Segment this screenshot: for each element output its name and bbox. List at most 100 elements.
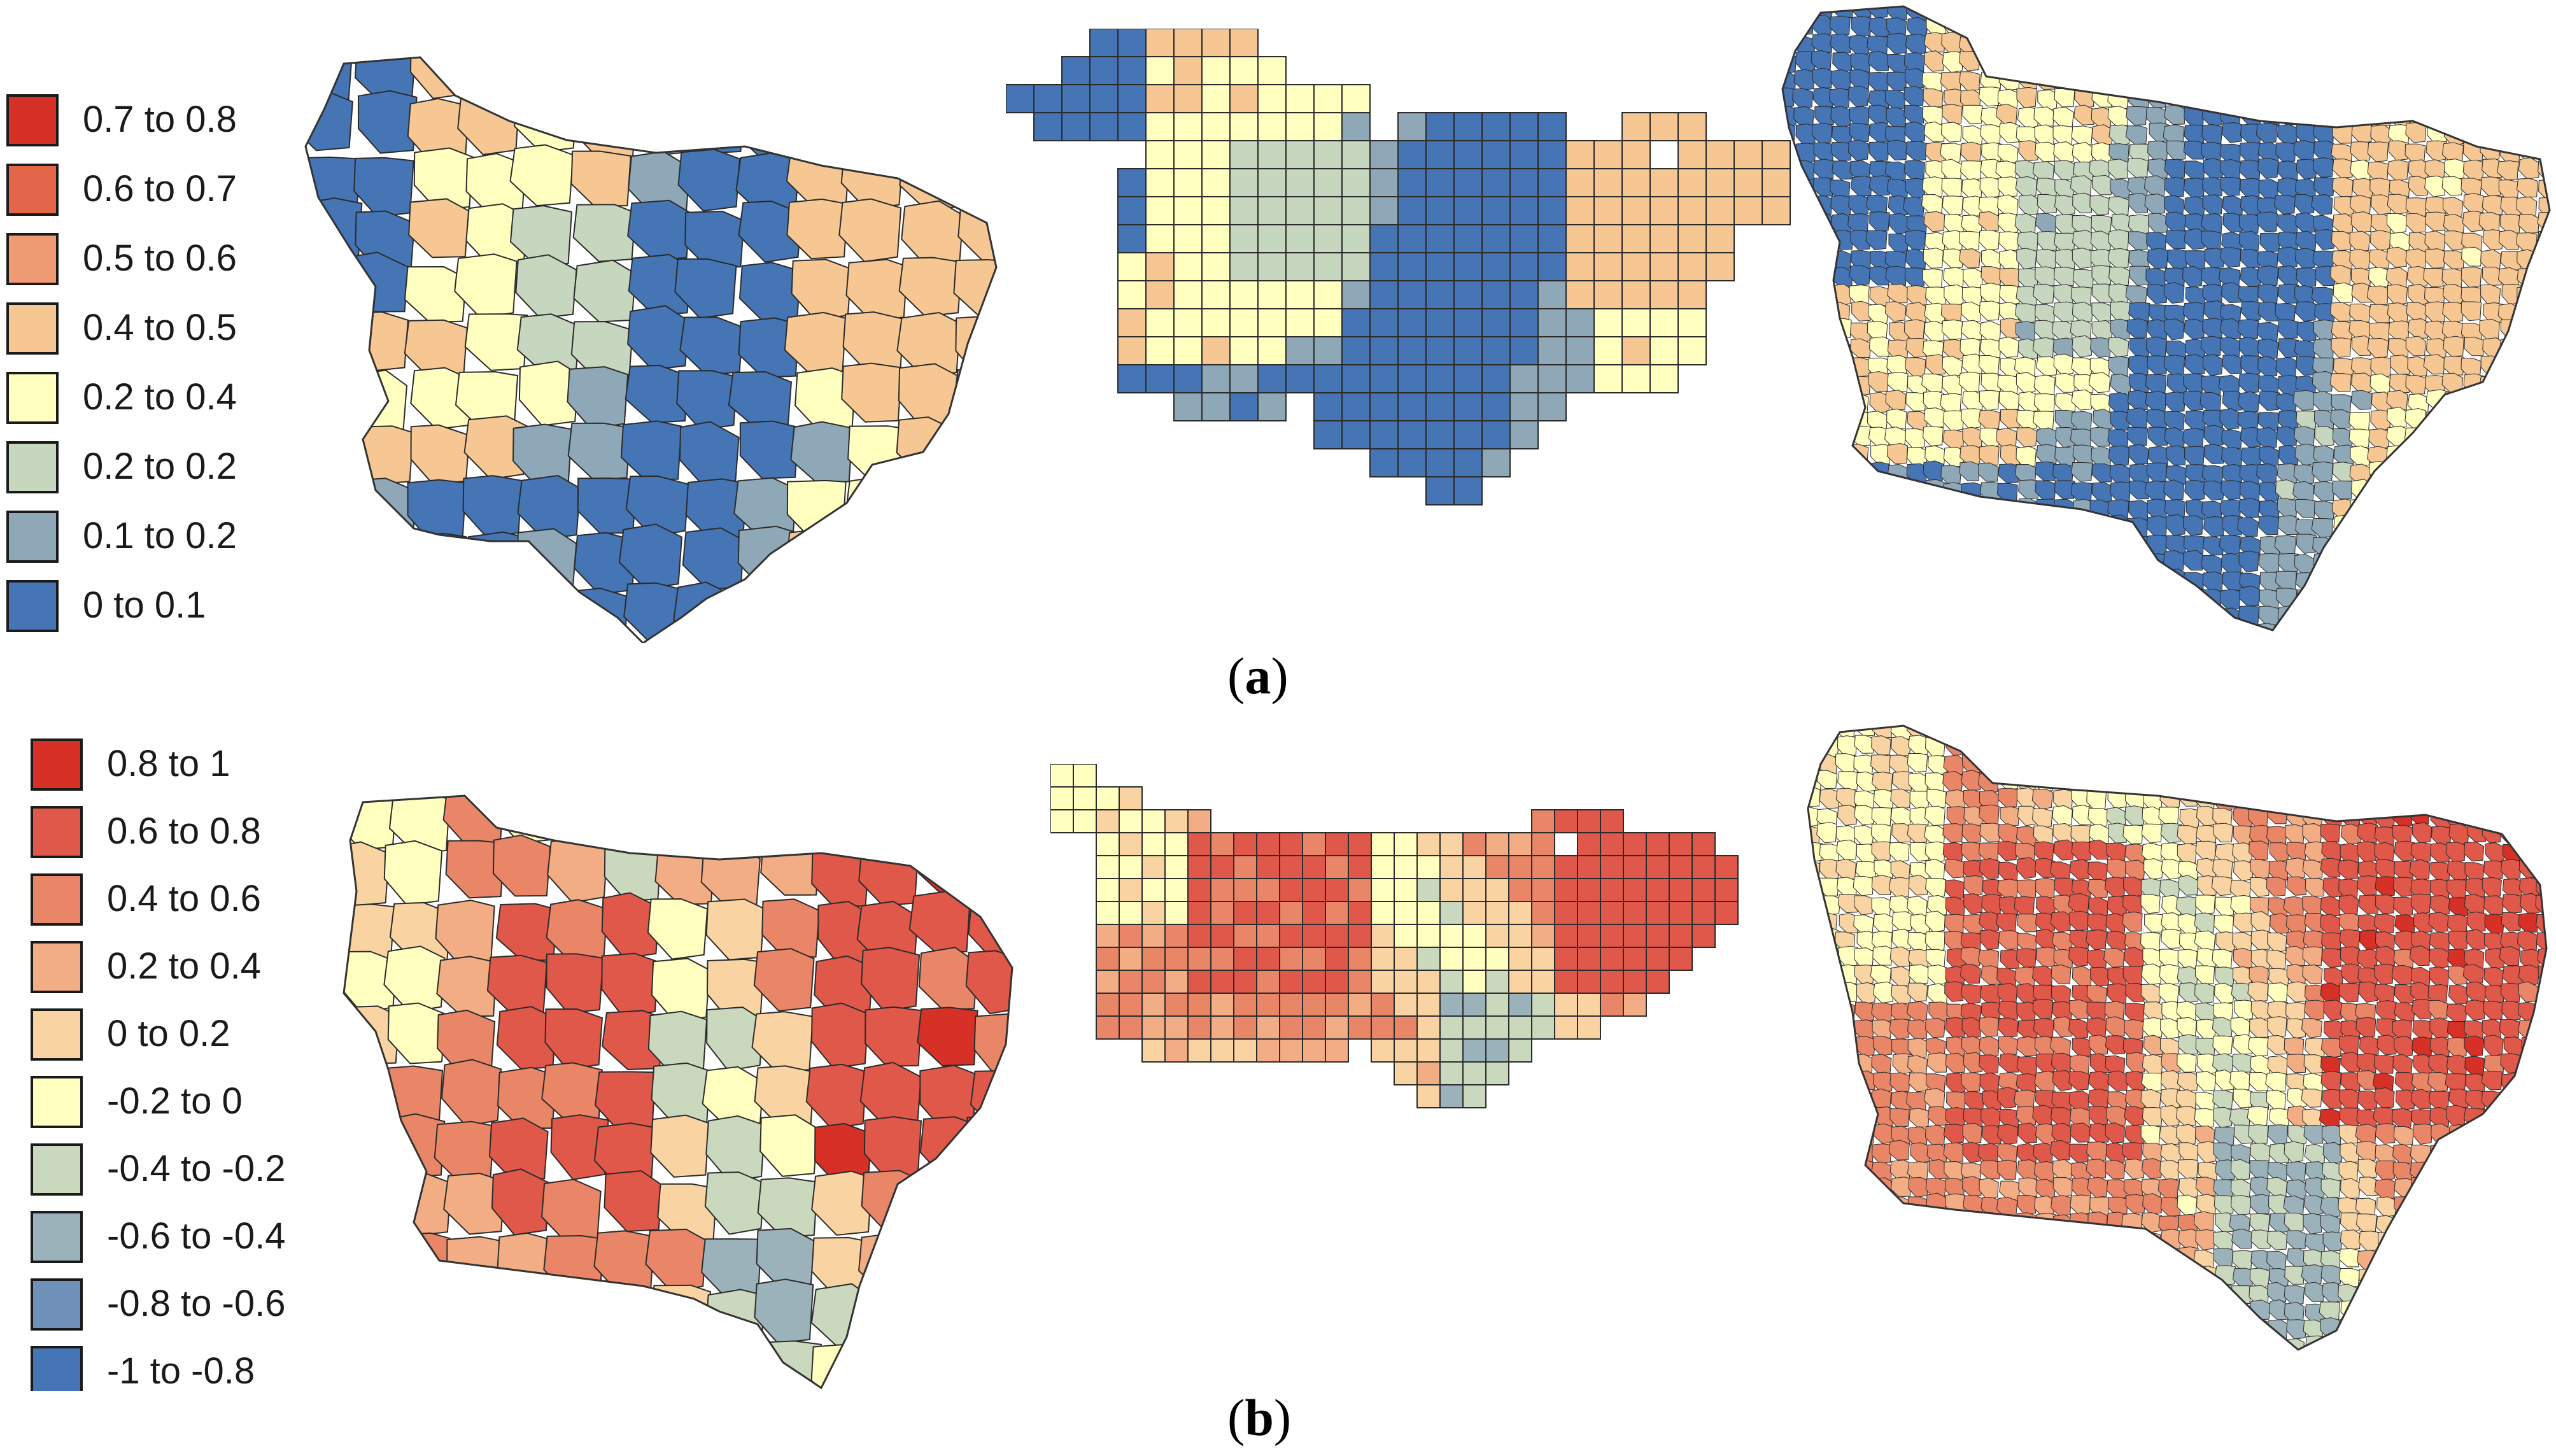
map-region — [2238, 498, 2260, 518]
map-region — [2165, 392, 2186, 413]
map-region — [1835, 1124, 1856, 1146]
map-region — [706, 1007, 765, 1071]
map-region — [1836, 839, 1858, 860]
map-region — [2073, 104, 2096, 125]
map-region — [2448, 1088, 2470, 1109]
map-region — [2518, 807, 2540, 827]
map-region — [2425, 480, 2447, 502]
map-region — [2214, 982, 2235, 1005]
grid-cell — [1677, 112, 1707, 141]
map-region — [919, 1337, 982, 1388]
map-region — [1907, 1019, 1928, 1040]
map-region — [1836, 1213, 1857, 1234]
grid-cell — [1119, 786, 1143, 810]
map-region — [2322, 1231, 2343, 1252]
map-region — [2145, 590, 2167, 610]
map-region — [2267, 982, 2288, 1003]
map-region — [2358, 1177, 2380, 1196]
map-a1-outline — [304, 56, 998, 643]
map-region — [1960, 606, 1982, 626]
map-region — [2413, 1124, 2433, 1145]
grid-cell — [1369, 392, 1399, 421]
map-region — [2072, 248, 2093, 269]
map-region — [1941, 570, 1963, 591]
map-region — [2448, 985, 2469, 1005]
map-region — [2518, 1232, 2538, 1252]
map-region — [2368, 304, 2391, 323]
grid-cell — [1646, 970, 1670, 994]
map-region — [454, 253, 518, 319]
map-region — [2348, 514, 2371, 536]
map-region — [2014, 213, 2037, 236]
map-region — [1998, 1282, 2019, 1304]
map-region — [1795, 551, 1816, 572]
grid-cell — [1210, 947, 1234, 971]
map-region — [1962, 104, 1983, 125]
grid-cell — [1371, 924, 1395, 948]
map-region — [2249, 840, 2269, 861]
map-region — [969, 838, 1012, 901]
map-region — [2404, 53, 2427, 74]
grid-cell — [1565, 280, 1595, 309]
grid-cell — [1593, 140, 1623, 169]
map-region — [2304, 1000, 2326, 1021]
grid-cell — [1600, 993, 1624, 1017]
map-region — [1942, 1250, 1964, 1269]
map-region — [1924, 623, 1946, 630]
map-region — [1808, 1247, 1821, 1269]
map-region — [1871, 1002, 1893, 1023]
map-region — [2483, 895, 2504, 916]
map-region — [1943, 1124, 1965, 1144]
map-region — [2292, 390, 2315, 411]
map-region — [2320, 858, 2341, 877]
map-region — [2446, 1176, 2466, 1198]
grid-cell — [1509, 336, 1539, 365]
map-region — [1816, 1233, 1838, 1252]
map-region — [2466, 735, 2488, 755]
map-region — [1978, 516, 2000, 536]
map-region — [2482, 1127, 2504, 1148]
grid-cell — [1554, 947, 1578, 971]
map-region — [2141, 963, 2163, 986]
map-region — [518, 586, 581, 643]
map-region — [1783, 17, 1798, 37]
map-region — [2054, 480, 2075, 499]
map-region — [2407, 86, 2429, 109]
map-region — [2195, 840, 2217, 861]
map-region — [2179, 726, 2199, 737]
map-region — [2429, 1283, 2450, 1303]
map-region — [2357, 875, 2378, 896]
grid-cell — [1256, 901, 1280, 925]
map-region — [2425, 553, 2447, 573]
map-region — [2212, 1106, 2233, 1128]
map-region — [2535, 1142, 2546, 1163]
map-region — [2266, 877, 2287, 897]
grid-cell — [1565, 196, 1595, 225]
map-region — [2331, 321, 2354, 341]
map-region — [2128, 231, 2149, 250]
grid-cell — [1089, 112, 1119, 141]
map-region — [1963, 1108, 1984, 1127]
map-region — [1835, 1037, 1857, 1057]
grid-cell — [1481, 392, 1511, 421]
map-region — [859, 1343, 922, 1388]
map-region — [1924, 1088, 1945, 1110]
map-region — [1851, 481, 1872, 502]
map-region — [1831, 516, 1853, 538]
grid-cell — [1096, 786, 1120, 810]
map-region — [306, 197, 363, 260]
map-region — [2341, 1336, 2362, 1350]
map-region — [1907, 823, 1928, 844]
map-region — [2035, 1282, 2056, 1302]
map-region — [2196, 752, 2217, 773]
map-region — [1808, 964, 1822, 986]
map-region — [2538, 375, 2550, 395]
map-region — [1943, 553, 1965, 576]
map-region — [1808, 875, 1821, 896]
grid-cell — [1649, 224, 1679, 253]
map-region — [2202, 354, 2224, 376]
map-region — [1808, 1126, 1821, 1148]
grid-cell — [1279, 832, 1303, 856]
map-region — [2178, 773, 2199, 793]
map-region — [2159, 1267, 2180, 1287]
